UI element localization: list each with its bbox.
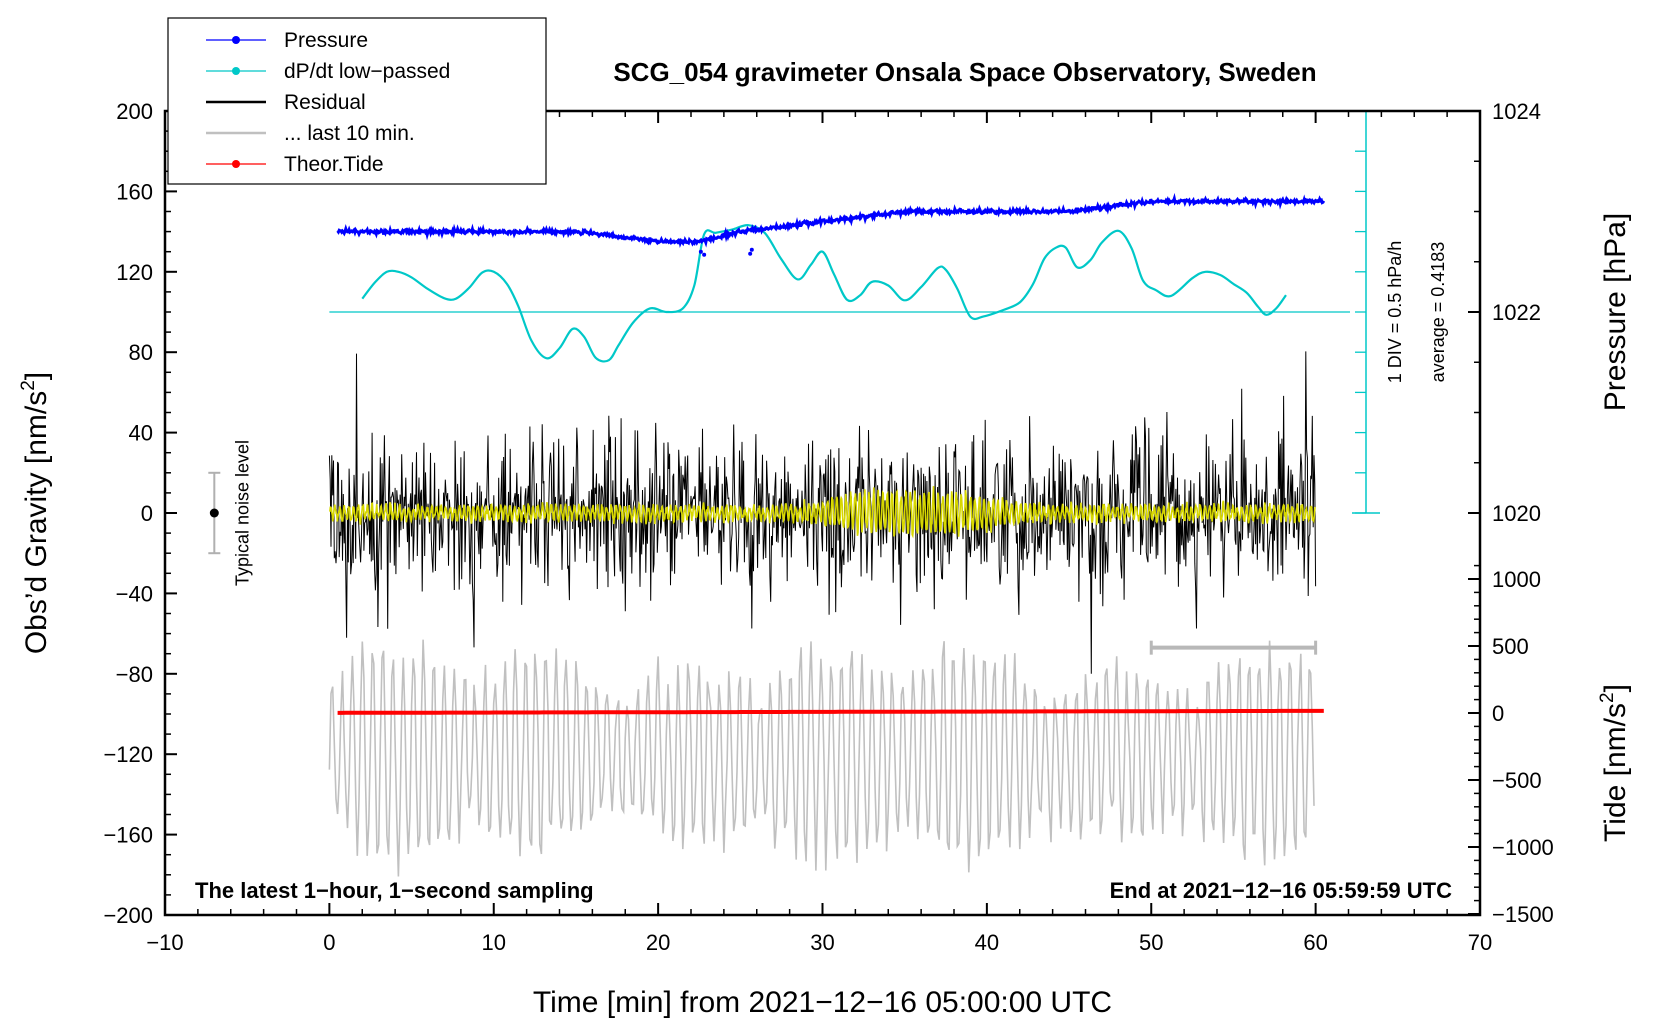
pressure-tick-label: 1020	[1492, 501, 1541, 526]
y-tick-label: −120	[103, 742, 153, 767]
footer-end-time: End at 2021−12−16 05:59:59 UTC	[1110, 878, 1453, 903]
pressure-tick-label: 1024	[1492, 99, 1541, 124]
noise-level-label: Typical noise level	[232, 440, 252, 586]
annotations	[208, 110, 1380, 655]
legend: Pressure dP/dt low−passed Residual ... last…	[167, 17, 547, 185]
x-tick-label: 70	[1468, 930, 1492, 955]
pressure-outlier-point	[698, 249, 703, 254]
noise-level-point	[209, 508, 219, 518]
pressure-outlier-point	[748, 251, 753, 256]
y-tick-label: 0	[141, 501, 153, 526]
dpdt-line	[361, 224, 1287, 363]
tide-tick-label: 0	[1492, 701, 1504, 726]
legend-label: ... last 10 min.	[284, 122, 415, 145]
y-tick-label: −80	[116, 662, 153, 687]
x-tick-label: 50	[1139, 930, 1163, 955]
y-tick-label: 160	[116, 179, 153, 204]
footer-sampling-note: The latest 1−hour, 1−second sampling	[195, 878, 594, 903]
y-axis-label-tide: Tide [nm/s2]	[1597, 684, 1632, 842]
legend-label: Pressure	[284, 29, 368, 52]
tide-tick-label: −500	[1492, 768, 1542, 793]
tide-tick-label: −1000	[1492, 835, 1554, 860]
residual-smoothed-line	[329, 486, 1316, 539]
legend-label: dP/dt low−passed	[284, 60, 450, 83]
tide-tick-label: 1000	[1492, 567, 1541, 592]
legend-marker	[232, 36, 240, 44]
y-tick-label: 200	[116, 99, 153, 124]
x-tick-label: 20	[646, 930, 670, 955]
x-tick-label: 60	[1303, 930, 1327, 955]
x-tick-label: 10	[482, 930, 506, 955]
y-tick-label: 40	[129, 421, 153, 446]
legend-label: Residual	[284, 91, 366, 114]
y-tick-label: 120	[116, 260, 153, 285]
dpdt-average-label: average = 0.4183	[1428, 242, 1448, 383]
y-tick-label: 80	[129, 340, 153, 365]
y-tick-label: −200	[103, 903, 153, 928]
last-10-min-line	[328, 639, 1315, 877]
dpdt-scale-label: 1 DIV = 0.5 hPa/h	[1385, 241, 1405, 384]
theor-tide-line	[337, 708, 1324, 715]
pressure-line	[336, 192, 1326, 249]
pressure-outlier-point	[702, 252, 707, 257]
tide-tick-label: −1500	[1492, 902, 1554, 927]
x-tick-label: 30	[810, 930, 834, 955]
legend-marker	[232, 67, 240, 75]
x-tick-label: −10	[146, 930, 183, 955]
chart-title: SCG_054 gravimeter Onsala Space Observat…	[613, 57, 1316, 87]
x-axis-label: Time [min] from 2021−12−16 05:00:00 UTC	[533, 986, 1112, 1019]
x-tick-label: 40	[975, 930, 999, 955]
tide-tick-label: 500	[1492, 634, 1529, 659]
x-tick-label: 0	[323, 930, 335, 955]
y-tick-label: −40	[116, 581, 153, 606]
axis-ticks: −10 0 10 20 30 40 50 60 70−200−160−120−80−400408…	[103, 99, 1553, 955]
legend-marker	[232, 160, 240, 168]
pressure-outlier-point	[749, 247, 754, 252]
y-axis-label-gravity: Obs’d Gravity [nm/s2]	[18, 372, 53, 654]
y-tick-label: −160	[103, 823, 153, 848]
plot-frame	[163, 109, 1482, 917]
y-axis-label-pressure: Pressure [hPa]	[1599, 213, 1632, 411]
pressure-tick-label: 1022	[1492, 300, 1541, 325]
data-series	[328, 192, 1326, 877]
residual-line	[328, 351, 1317, 674]
legend-label: Theor.Tide	[284, 153, 384, 176]
